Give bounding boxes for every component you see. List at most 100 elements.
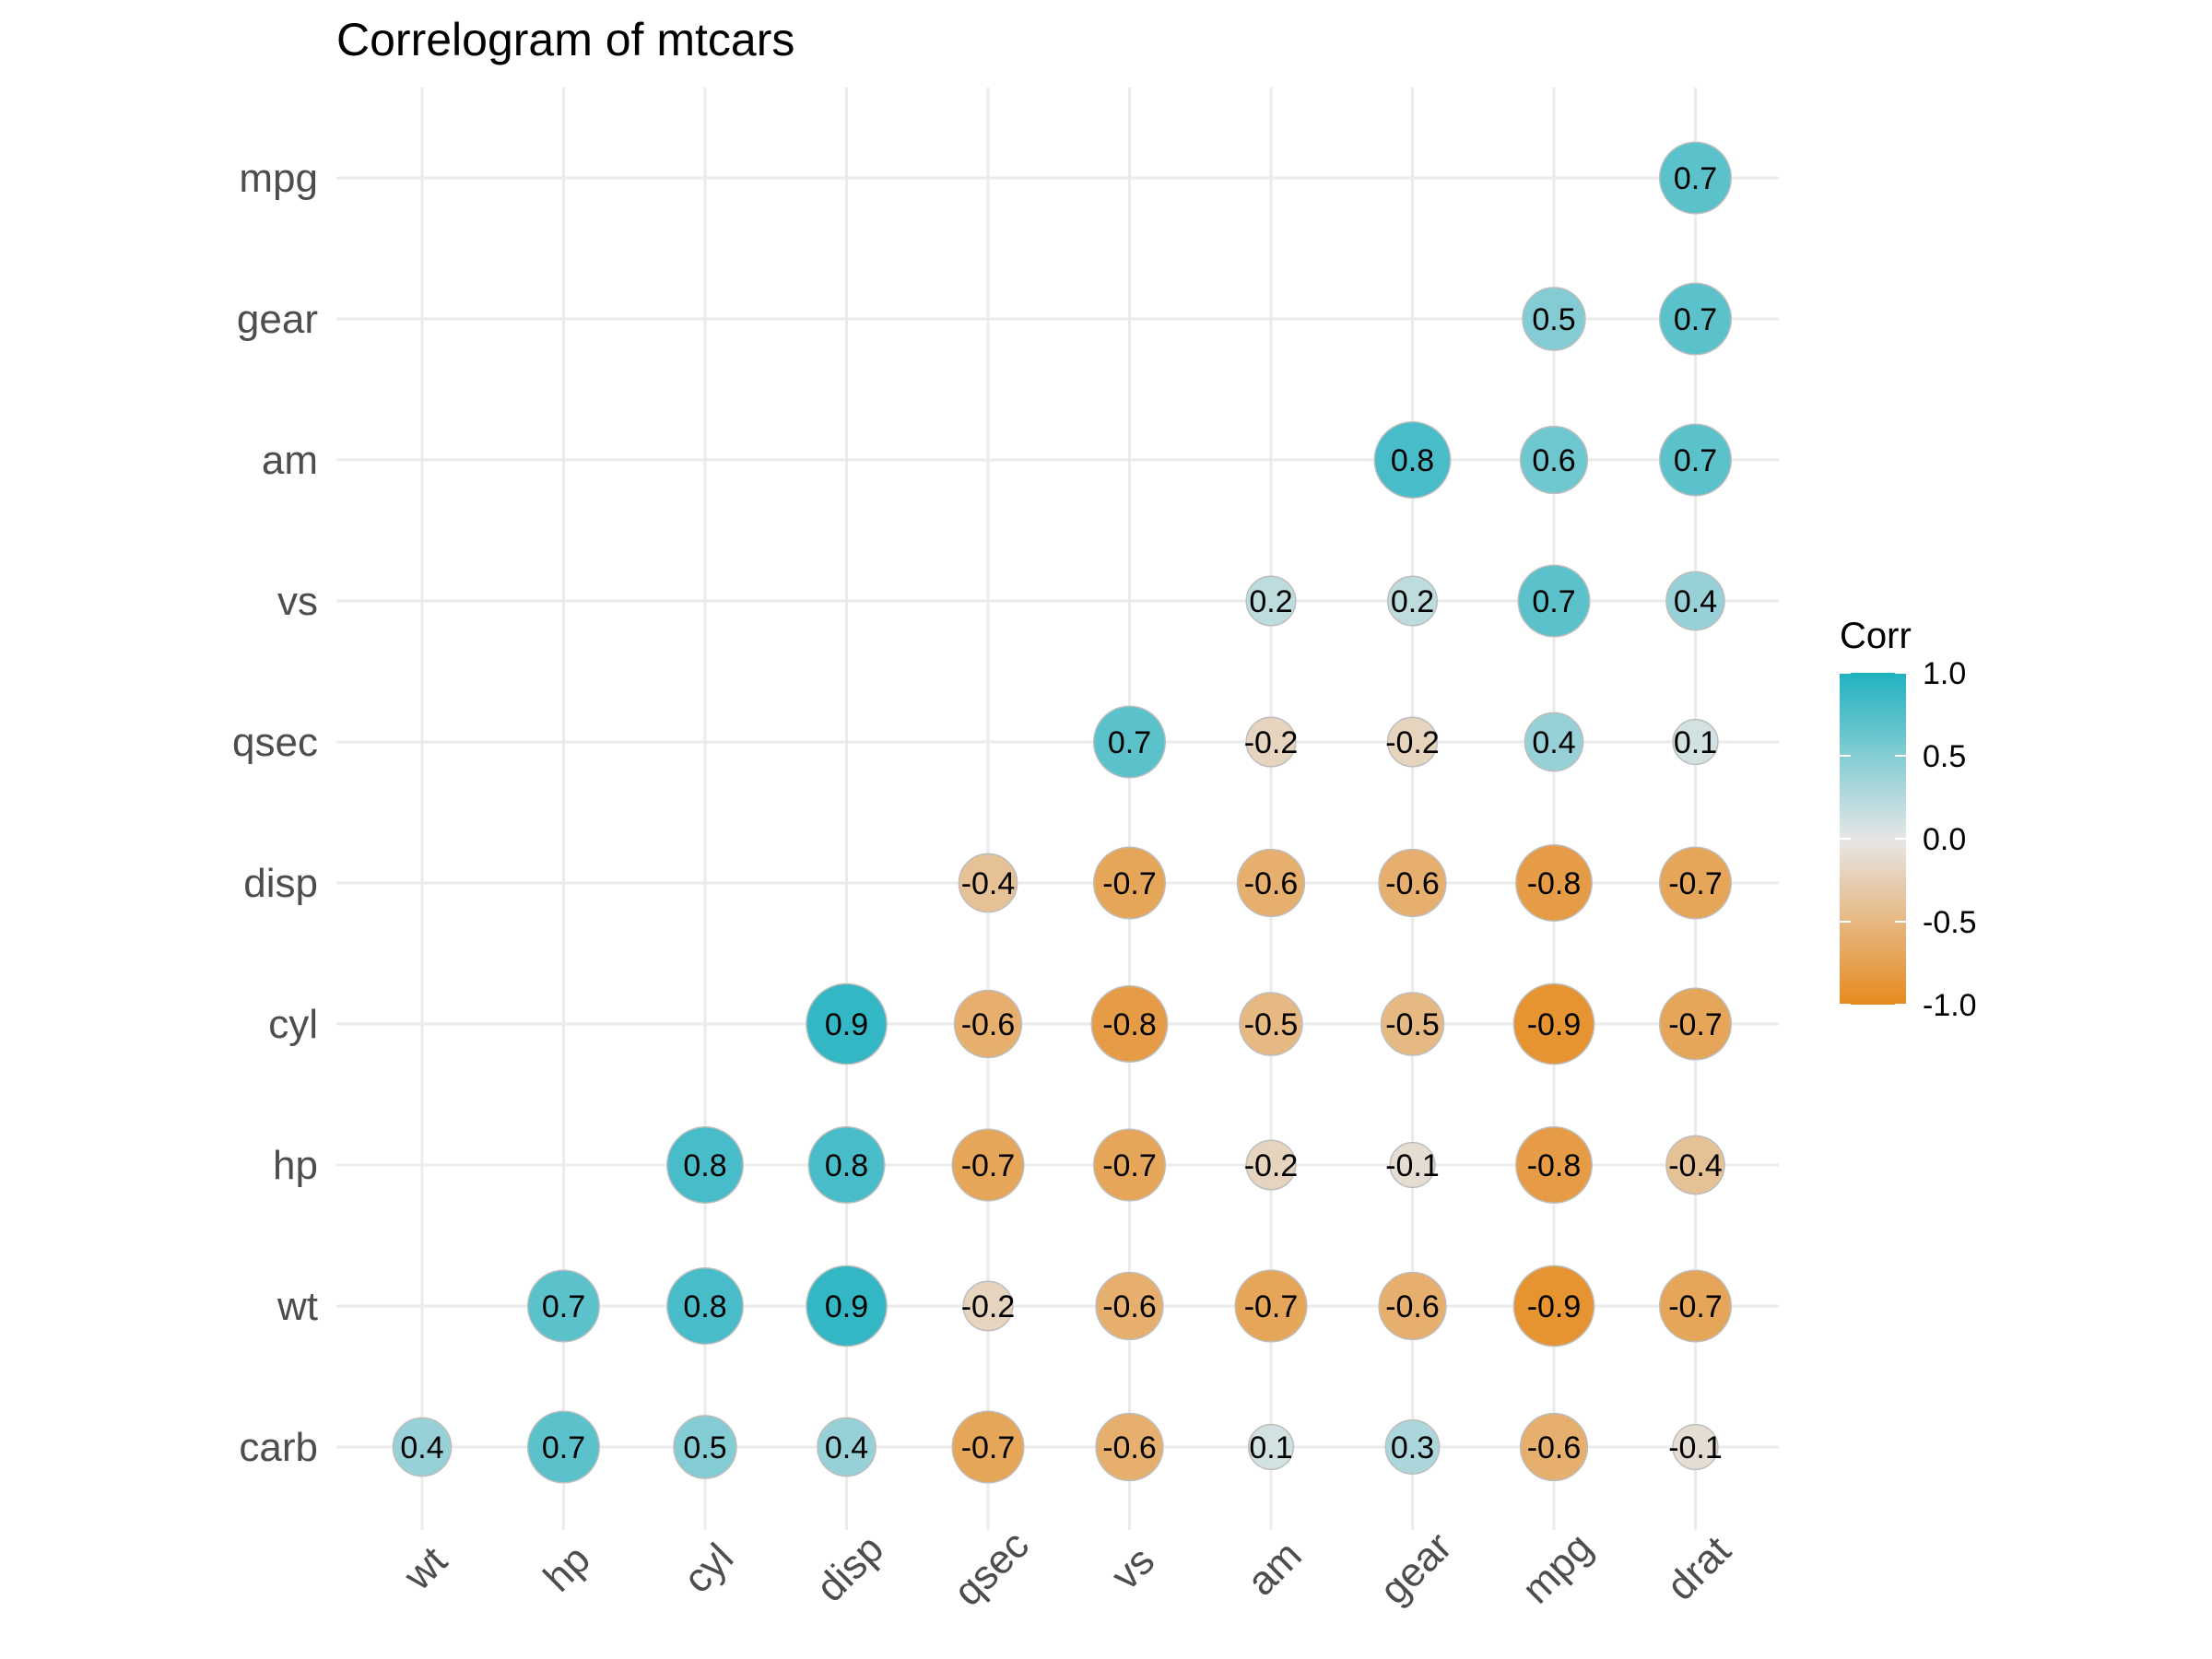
corr-circle-mpg-gear [1522, 287, 1586, 351]
cell-drat-am: 0.7 [1658, 423, 1733, 497]
corr-label-cyl-wt: 0.8 [683, 1289, 726, 1324]
corr-circle-vs-wt [1095, 1271, 1164, 1341]
legend-ticks: 1.0 0.5 0.0 -0.5 -1.0 [1840, 656, 1977, 1023]
corr-label-mpg-hp: -0.8 [1527, 1148, 1582, 1183]
cell-gear-carb: 0.3 [1384, 1419, 1441, 1475]
cell-am-carb: 0.1 [1247, 1423, 1295, 1471]
cell-am-hp: -0.2 [1244, 1139, 1298, 1191]
cell-gear-vs: 0.2 [1386, 575, 1439, 627]
cell-mpg-cyl: -0.9 [1512, 982, 1595, 1065]
x-tick-label-qsec: qsec [946, 1523, 1038, 1615]
corr-label-am-disp: -0.6 [1244, 866, 1299, 901]
cell-mpg-am: 0.6 [1519, 425, 1589, 495]
corr-label-wt-carb: 0.4 [400, 1430, 443, 1465]
corr-label-am-qsec: -0.2 [1244, 725, 1299, 760]
corr-circle-qsec-carb [951, 1410, 1025, 1484]
corr-label-vs-carb: -0.6 [1102, 1430, 1157, 1465]
corr-label-drat-mpg: 0.7 [1674, 161, 1717, 196]
corr-label-gear-cyl: -0.5 [1385, 1007, 1440, 1042]
y-tick-label-vs: vs [277, 579, 318, 624]
cell-am-vs: 0.2 [1245, 575, 1297, 627]
x-tick-label-disp: disp [807, 1526, 892, 1611]
corr-circle-cyl-carb [673, 1415, 737, 1479]
x-tick-label-drat: drat [1658, 1528, 1739, 1609]
corr-label-hp-carb: 0.7 [542, 1430, 585, 1465]
corr-label-disp-cyl: 0.9 [825, 1007, 868, 1042]
corr-label-am-carb: 0.1 [1249, 1430, 1292, 1465]
corr-circle-disp-wt [806, 1265, 888, 1347]
x-tick-label-cyl: cyl [675, 1535, 742, 1602]
corr-label-drat-cyl: -0.7 [1668, 1007, 1723, 1042]
cell-disp-wt: 0.9 [806, 1265, 888, 1347]
corr-circle-am-qsec [1245, 716, 1297, 768]
cell-gear-hp: -0.1 [1385, 1141, 1440, 1189]
corr-circle-gear-disp [1378, 848, 1447, 918]
corr-circle-qsec-disp [958, 853, 1018, 913]
corr-circle-mpg-qsec [1524, 712, 1584, 772]
cell-drat-cyl: -0.7 [1658, 987, 1733, 1061]
corr-label-disp-carb: 0.4 [825, 1430, 868, 1465]
cell-vs-cyl: -0.8 [1090, 985, 1169, 1063]
cell-mpg-hp: -0.8 [1515, 1126, 1593, 1204]
corr-label-mpg-cyl: -0.9 [1527, 1007, 1582, 1042]
cell-drat-gear: 0.7 [1658, 282, 1733, 356]
corr-circle-disp-carb [817, 1417, 877, 1477]
corr-label-drat-gear: 0.7 [1674, 302, 1717, 337]
y-tick-label-hp: hp [273, 1143, 318, 1188]
x-tick-label-vs: vs [1102, 1538, 1163, 1599]
cell-hp-carb: 0.7 [526, 1410, 601, 1484]
legend-title: Corr [1840, 616, 1912, 656]
corr-circle-drat-mpg [1658, 141, 1733, 215]
cell-gear-am: 0.8 [1373, 421, 1452, 499]
corr-label-gear-hp: -0.1 [1385, 1148, 1440, 1183]
cell-drat-wt: -0.7 [1658, 1269, 1733, 1343]
cell-drat-mpg: 0.7 [1658, 141, 1733, 215]
legend-tick-label: -1.0 [1923, 988, 1977, 1023]
corr-circle-gear-wt [1378, 1271, 1447, 1341]
corr-label-gear-disp: -0.6 [1385, 866, 1440, 901]
corr-circle-vs-disp [1092, 846, 1167, 920]
corr-label-qsec-carb: -0.7 [961, 1430, 1016, 1465]
cell-drat-qsec: 0.1 [1672, 718, 1719, 766]
cell-wt-carb: 0.4 [392, 1417, 453, 1477]
x-tick-label-wt: wt [394, 1538, 455, 1599]
corr-circle-hp-wt [526, 1269, 601, 1343]
y-tick-label-am: am [262, 438, 318, 483]
cell-gear-qsec: -0.2 [1385, 716, 1440, 768]
y-tick-label-carb: carb [239, 1425, 318, 1470]
corr-label-gear-qsec: -0.2 [1385, 725, 1440, 760]
corr-label-am-vs: 0.2 [1249, 584, 1292, 619]
cell-disp-hp: 0.8 [807, 1126, 886, 1204]
corr-circle-cyl-wt [666, 1267, 744, 1345]
cell-vs-hp: -0.7 [1092, 1128, 1167, 1202]
cell-drat-disp: -0.7 [1658, 846, 1733, 920]
corr-label-vs-wt: -0.6 [1102, 1289, 1157, 1324]
corr-circle-cyl-hp [666, 1126, 744, 1204]
corr-circle-drat-qsec [1672, 718, 1719, 766]
corr-label-qsec-disp: -0.4 [961, 866, 1016, 901]
corr-label-gear-wt: -0.6 [1385, 1289, 1440, 1324]
legend-tick-label: 0.0 [1923, 822, 1966, 857]
corr-label-mpg-wt: -0.9 [1527, 1289, 1582, 1324]
corr-circle-drat-cyl [1658, 987, 1733, 1061]
cell-vs-qsec: 0.7 [1092, 705, 1167, 779]
cell-drat-carb: -0.1 [1668, 1423, 1723, 1471]
corr-circle-gear-am [1373, 421, 1452, 499]
cell-cyl-wt: 0.8 [666, 1267, 744, 1345]
y-tick-label-mpg: mpg [239, 156, 318, 201]
cell-drat-vs: 0.4 [1665, 571, 1725, 631]
corr-circle-mpg-wt [1512, 1265, 1595, 1347]
cell-am-cyl: -0.5 [1239, 992, 1303, 1056]
cell-mpg-carb: -0.6 [1519, 1412, 1589, 1482]
corr-circle-gear-cyl [1380, 992, 1445, 1056]
corr-circle-drat-carb [1672, 1423, 1719, 1471]
corr-label-mpg-disp: -0.8 [1527, 866, 1582, 901]
corr-circle-drat-wt [1658, 1269, 1733, 1343]
cell-qsec-carb: -0.7 [951, 1410, 1025, 1484]
cell-qsec-disp: -0.4 [958, 853, 1018, 913]
x-axis-labels: wt hp cyl disp qsec vs am gear mpg drat [394, 1523, 1739, 1615]
corr-label-vs-qsec: 0.7 [1108, 725, 1151, 760]
corr-circle-mpg-disp [1515, 844, 1593, 922]
corr-label-mpg-gear: 0.5 [1532, 302, 1575, 337]
corr-label-vs-hp: -0.7 [1102, 1148, 1157, 1183]
